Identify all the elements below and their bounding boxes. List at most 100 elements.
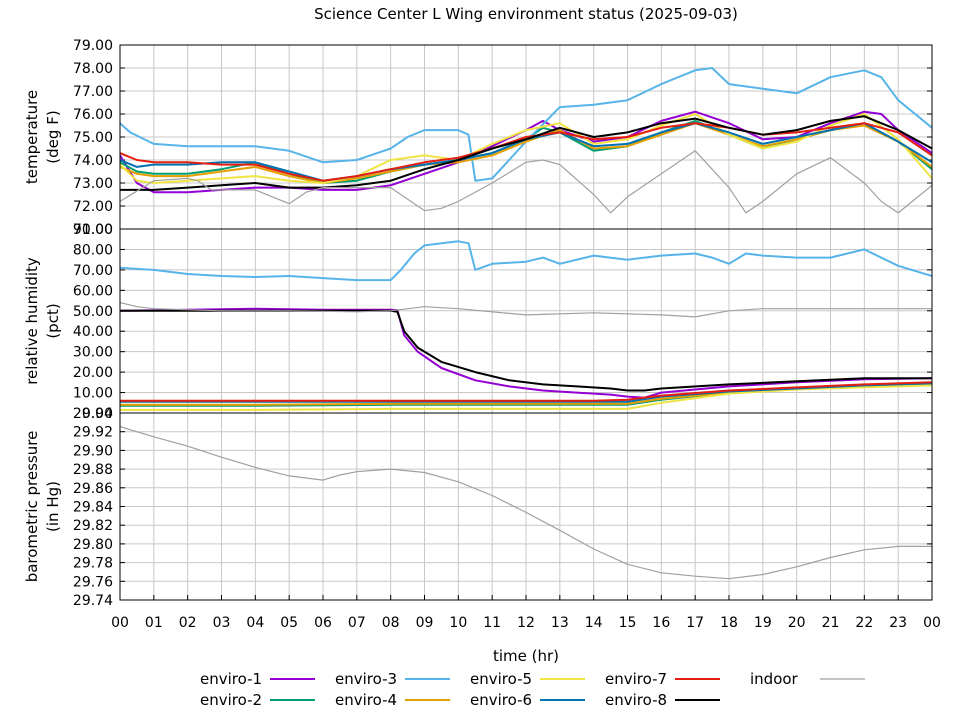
x-tick-label: 03 xyxy=(213,615,231,631)
y-tick-label: 75.00 xyxy=(73,130,113,146)
x-tick-label: 13 xyxy=(551,615,569,631)
series-group xyxy=(120,240,932,411)
legend-label: enviro-4 xyxy=(335,691,397,709)
x-tick-label: 09 xyxy=(416,615,434,631)
x-tick-label: 14 xyxy=(585,615,603,631)
x-tick-label: 16 xyxy=(652,615,670,631)
x-tick-label: 04 xyxy=(246,615,264,631)
x-tick-label: 06 xyxy=(314,615,332,631)
x-axis-label: time (hr) xyxy=(493,647,559,665)
y-axis-unit: (deg F) xyxy=(44,110,62,163)
x-tick-label: 01 xyxy=(145,615,163,631)
legend: enviro-1 enviro-2 enviro-3 enviro-4 enviro-5… xyxy=(200,670,865,709)
panel-3: 29.74 29.76 29.78 29.80 29.82 29.84 29.86 29.88… xyxy=(23,406,933,609)
y-axis-label: temperature xyxy=(23,90,41,184)
legend-item-enviro-1: enviro-1 xyxy=(200,670,315,688)
series-line-enviro-3 xyxy=(120,240,932,282)
y-tick-label: 29.90 xyxy=(73,443,113,459)
y-tick-label: 76.00 xyxy=(73,107,113,123)
y-tick-label: 50.00 xyxy=(73,304,113,320)
y-tick-label: 77.00 xyxy=(73,84,113,100)
y-tick-label: 20.00 xyxy=(73,365,113,381)
series-line-indoor xyxy=(120,302,932,318)
x-tick-label: 00 xyxy=(923,615,941,631)
series-group xyxy=(120,67,932,214)
x-tick-label: 00 xyxy=(111,615,129,631)
y-tick-label: 80.00 xyxy=(73,242,113,258)
legend-label: enviro-5 xyxy=(470,670,532,688)
y-tick-label: 30.00 xyxy=(73,345,113,361)
y-tick-label: 74.00 xyxy=(73,153,113,169)
legend-item-enviro-2: enviro-2 xyxy=(200,691,315,709)
x-axis: 00 01 02 03 04 05 06 07 08 09 10 11 12 13 14 15 16 17 18 19… xyxy=(111,595,941,631)
legend-item-enviro-8: enviro-8 xyxy=(605,691,720,709)
panel-1: 71.00 72.00 73.00 74.00 75.00 76.00 77.00 78.00… xyxy=(23,38,933,238)
x-tick-label: 05 xyxy=(280,615,298,631)
y-tick-label: 29.76 xyxy=(73,574,113,590)
y-axis-label: relative humidity xyxy=(23,257,41,385)
x-tick-label: 12 xyxy=(517,615,535,631)
y-tick-label: 70.00 xyxy=(73,263,113,279)
legend-label: enviro-1 xyxy=(200,670,262,688)
legend-item-enviro-6: enviro-6 xyxy=(470,691,585,709)
x-tick-label: 19 xyxy=(754,615,772,631)
panels: 71.00 72.00 73.00 74.00 75.00 76.00 77.00 78.00… xyxy=(23,38,933,609)
y-tick-label: 29.74 xyxy=(73,593,113,609)
y-tick-label: 29.92 xyxy=(73,425,113,441)
x-tick-label: 20 xyxy=(788,615,806,631)
y-tick-label: 29.86 xyxy=(73,481,113,497)
x-tick-label: 15 xyxy=(619,615,637,631)
legend-item-indoor: indoor xyxy=(750,670,865,688)
x-tick-label: 08 xyxy=(382,615,400,631)
legend-label: enviro-7 xyxy=(605,670,667,688)
x-tick-label: 22 xyxy=(855,615,873,631)
legend-label: enviro-2 xyxy=(200,691,262,709)
y-tick-label: 72.00 xyxy=(73,199,113,215)
series-line-indoor xyxy=(120,426,932,580)
y-tick-label: 10.00 xyxy=(73,386,113,402)
chart-title: Science Center L Wing environment status… xyxy=(314,5,738,23)
y-tick-label: 29.88 xyxy=(73,462,113,478)
legend-item-enviro-3: enviro-3 xyxy=(335,670,450,688)
x-tick-label: 17 xyxy=(686,615,704,631)
y-tick-label: 73.00 xyxy=(73,176,113,192)
series-line-enviro-5 xyxy=(120,384,932,411)
x-tick-label: 07 xyxy=(348,615,366,631)
y-tick-label: 90.00 xyxy=(73,222,113,238)
legend-label: enviro-3 xyxy=(335,670,397,688)
y-tick-label: 29.84 xyxy=(73,500,113,516)
y-axis-unit: (in Hg) xyxy=(44,481,62,532)
x-tick-label: 18 xyxy=(720,615,738,631)
y-tick-label: 29.78 xyxy=(73,556,113,572)
series-line-enviro-4 xyxy=(120,122,932,184)
legend-item-enviro-5: enviro-5 xyxy=(470,670,585,688)
series-group xyxy=(120,426,932,580)
y-axis-unit: (pct) xyxy=(44,303,62,338)
series-line-enviro-3 xyxy=(120,67,932,182)
y-tick-label: 29.94 xyxy=(73,406,113,422)
y-tick-label: 79.00 xyxy=(73,38,113,54)
y-tick-label: 29.80 xyxy=(73,537,113,553)
legend-item-enviro-7: enviro-7 xyxy=(605,670,720,688)
series-line-enviro-8 xyxy=(120,309,932,392)
legend-item-enviro-4: enviro-4 xyxy=(335,691,450,709)
legend-label: enviro-8 xyxy=(605,691,667,709)
series-line-enviro-5 xyxy=(120,113,932,184)
x-tick-label: 10 xyxy=(449,615,467,631)
series-line-enviro-6 xyxy=(120,382,932,403)
y-axis-label: barometric pressure xyxy=(23,431,41,583)
y-tick-label: 78.00 xyxy=(73,61,113,77)
panel-2: 0.00 10.00 20.00 30.00 40.00 50.00 60.00 70.00 8… xyxy=(23,222,933,422)
legend-label: indoor xyxy=(750,670,799,688)
y-tick-label: 71.00 xyxy=(73,222,113,238)
y-tick-label: 60.00 xyxy=(73,283,113,299)
y-tick-label: 40.00 xyxy=(73,324,113,340)
x-tick-label: 23 xyxy=(889,615,907,631)
series-line-enviro-6 xyxy=(120,122,932,182)
y-tick-label: 29.82 xyxy=(73,518,113,534)
x-tick-label: 21 xyxy=(822,615,840,631)
series-line-enviro-8 xyxy=(120,115,932,191)
y-tick-label: 0.00 xyxy=(82,406,113,422)
